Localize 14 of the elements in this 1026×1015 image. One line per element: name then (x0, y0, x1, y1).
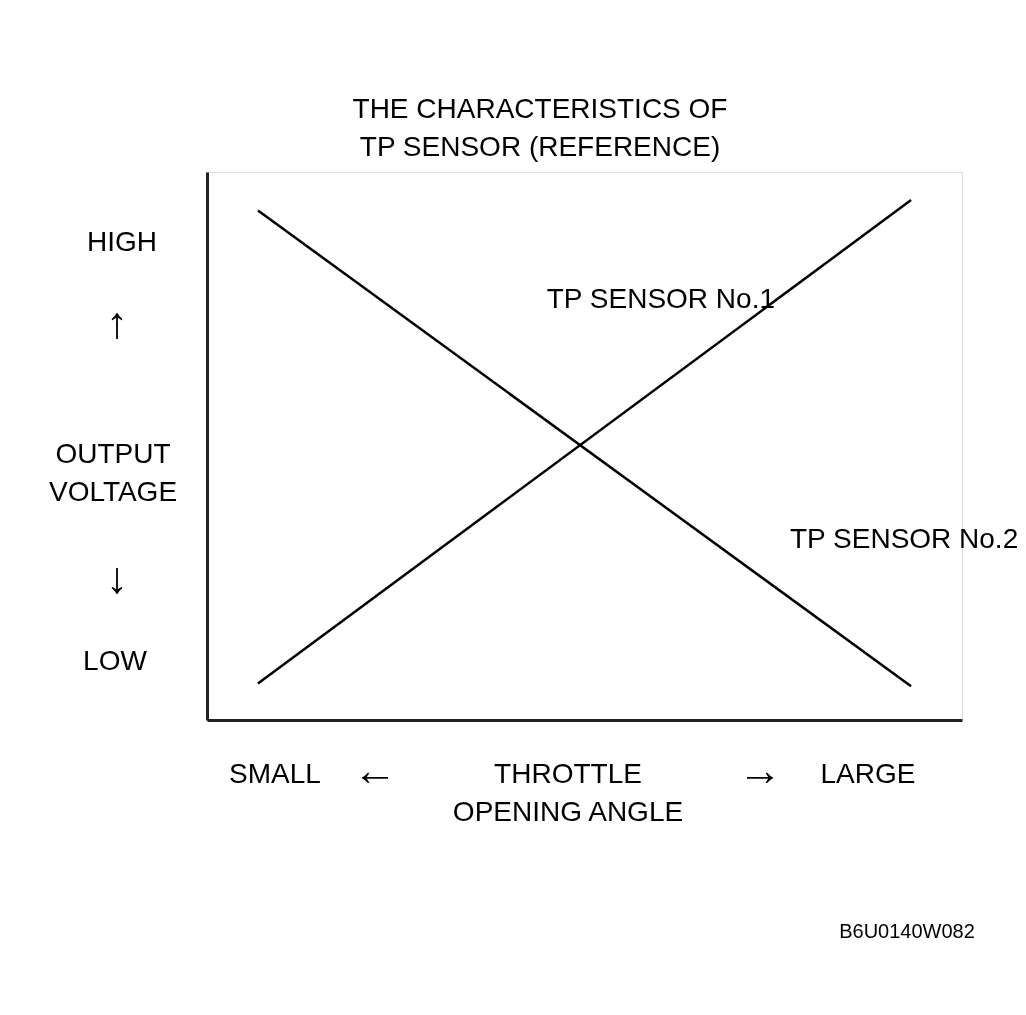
annotation: HIGH (87, 226, 157, 257)
annotation: ↑ (106, 298, 128, 347)
text: B6U0140W082 (839, 920, 975, 942)
annotation: OUTPUT VOLTAGE (48, 438, 178, 507)
annotation: ↓ (106, 553, 128, 602)
text: LARGE (820, 758, 916, 789)
text: SMALL (229, 758, 321, 789)
chart-title: THE CHARACTERISTICS OF TP SENSOR (REFERENCE) (352, 93, 728, 162)
series-label: TP SENSOR No.2 (790, 523, 1019, 554)
text: ← (353, 745, 397, 794)
annotation: LOW (83, 645, 148, 676)
text: → (738, 745, 782, 794)
series-label: TP SENSOR No.1 (546, 283, 775, 314)
text: THROTTLE OPENING ANGLE (452, 758, 684, 827)
